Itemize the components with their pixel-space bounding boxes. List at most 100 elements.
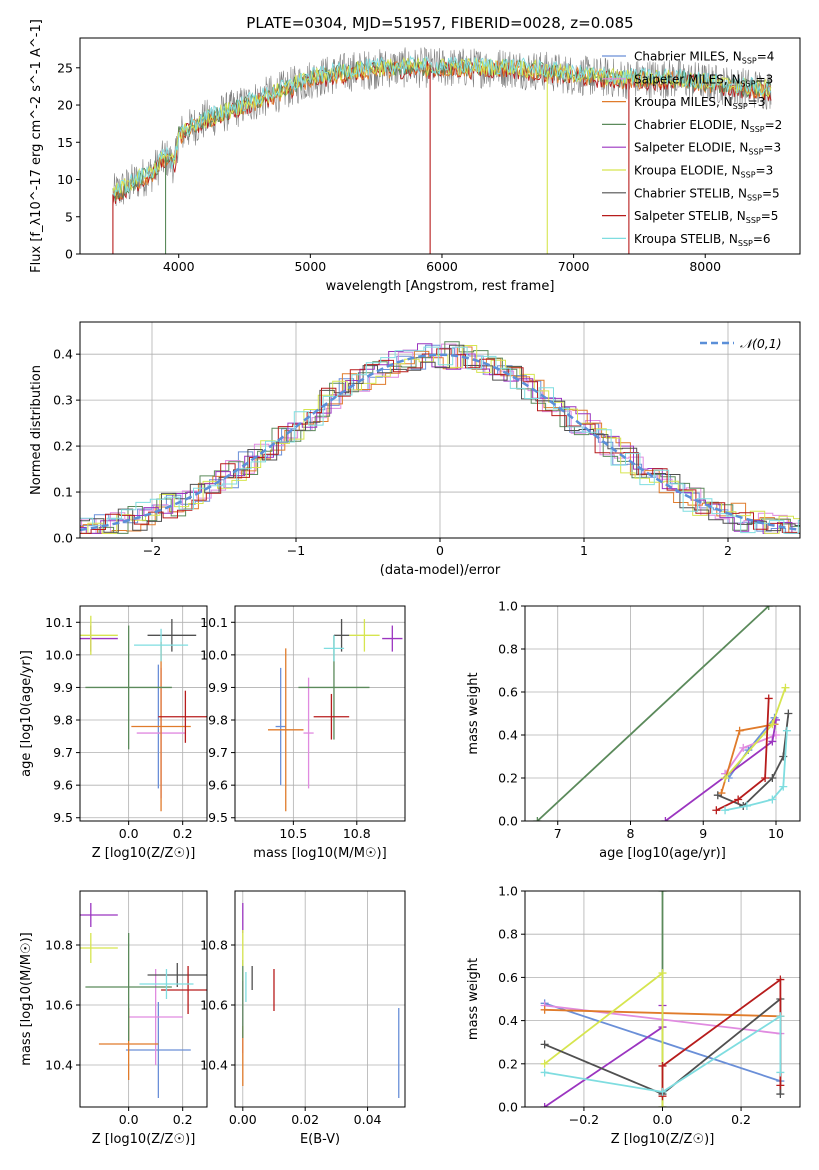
legend-text: Kroupa MILES, N (634, 95, 733, 109)
y-tick-label: 0.2 (498, 771, 518, 786)
y-tick-label: 1.0 (498, 884, 518, 899)
axes-frame (524, 605, 801, 822)
legend-text: Kroupa ELODIE, N (634, 164, 741, 178)
x-axis-label: Z [log10(Z/Z☉)] (92, 1132, 196, 1147)
series-marker-kroupa_elodie (768, 720, 777, 729)
panel-residuals: −2 −1 0 1 2 0.0 0.1 0.2 0.3 0.4 (data-model)/error… (29, 321, 801, 578)
series-marker-chabrier_stelib (768, 774, 777, 782)
series-marker-kroupa_miles (540, 1005, 549, 1014)
y-tick-label: 9.9 (208, 680, 228, 695)
histogram-chabrier_elodie (80, 341, 800, 534)
x-tick-label: 5000 (294, 259, 326, 274)
y-tick-label: 0.6 (498, 685, 518, 700)
panel-age_vs_Z: 0.0 0.2 9.5 9.6 9.7 9.8 9.9 10.0 10.1 Z [log10(Z/… (19, 605, 208, 861)
series-marker-kroupa_elodie (658, 1103, 667, 1107)
legend-entry-kroupa_elodie: Kroupa ELODIE, NSSP=3 (634, 164, 773, 180)
legend-text: =6 (753, 232, 771, 246)
x-tick-label: 0.2 (731, 1112, 751, 1127)
x-tick-label: 8 (627, 826, 635, 841)
y-tick-label: 10.4 (45, 1058, 73, 1073)
series-marker-salpeter_miles (739, 743, 748, 752)
legend-subscript: SSP (748, 148, 763, 157)
y-tick-label: 10.0 (45, 647, 73, 662)
y-tick-label: 15 (57, 135, 73, 150)
plots: 4000 5000 6000 7000 80000510152025wavelength… (19, 19, 801, 1147)
axes-frame (79, 605, 208, 822)
legend-text: Chabrier MILES, N (634, 50, 742, 64)
x-tick-label: −1 (287, 543, 305, 558)
plot-area (540, 891, 785, 1107)
x-tick-label: 10 (768, 826, 784, 841)
legend-text: Chabrier STELIB, N (634, 186, 747, 200)
series-marker-salpeter_elodie (768, 737, 777, 746)
series-marker-kroupa_stelib (782, 726, 791, 735)
legend-text: Salpeter ELODIE, N (634, 141, 748, 155)
x-axis-label: age [log10(age/yr)] (599, 846, 726, 861)
y-tick-label: 10.0 (200, 647, 228, 662)
legend-text: =5 (761, 209, 779, 223)
axes-frame (79, 321, 801, 539)
x-tick-label: 0.2 (173, 1112, 193, 1127)
series-marker-salpeter_elodie (540, 1103, 549, 1107)
x-axis-label: E(B-V) (300, 1132, 340, 1147)
y-tick-label: 10 (57, 172, 73, 187)
y-tick-label: 0.2 (53, 439, 73, 454)
y-tick-label: 9.6 (208, 778, 228, 793)
legend-entry-gaussian: 𝒩(0,1) (740, 336, 782, 351)
series-line-chabrier_elodie (536, 606, 770, 821)
y-tick-label: 9.7 (53, 745, 73, 760)
x-tick-label: 6000 (426, 259, 458, 274)
plot-area (80, 615, 207, 812)
legend-entry-chabrier_miles: Chabrier MILES, NSSP=4 (634, 50, 774, 66)
axes-frame (524, 890, 801, 1108)
histogram-salpeter_stelib (80, 348, 800, 534)
y-tick-label: 0.2 (498, 1056, 518, 1071)
y-tick-label: 9.8 (53, 713, 73, 728)
legend-text: Kroupa STELIB, N (634, 232, 738, 246)
y-axis-label: mass weight (466, 672, 481, 754)
series-marker-salpeter_stelib (776, 975, 785, 984)
legend-text: Salpeter STELIB, N (634, 209, 746, 223)
series-marker-chabrier_stelib (713, 791, 722, 800)
x-tick-label: 2 (724, 543, 732, 558)
y-axis-label: age [log10(age/yr)] (19, 650, 34, 777)
legend-entry-kroupa_stelib: Kroupa STELIB, NSSP=6 (634, 232, 771, 248)
series-marker-kroupa_miles (735, 726, 744, 735)
panel-mass_weight_vs_age: 7 8 9 10 0.0 0.2 0.4 0.6 0.8 1.0 age [log10(age/yr… (466, 599, 801, 861)
x-tick-label: 8000 (689, 259, 721, 274)
series-marker-kroupa_elodie (781, 683, 790, 692)
figure-title: PLATE=0304, MJD=51957, FIBERID=0028, z=0… (246, 14, 633, 32)
x-tick-label: 10.8 (343, 826, 371, 841)
y-tick-label: 9.8 (208, 713, 228, 728)
x-tick-label: 9 (699, 826, 707, 841)
legend-entry-chabrier_stelib: Chabrier STELIB, NSSP=5 (634, 186, 780, 202)
series-marker-kroupa_stelib (742, 801, 751, 810)
y-tick-label: 0.4 (498, 728, 518, 743)
x-tick-label: 0.00 (229, 1112, 257, 1127)
panel-spectrum: 4000 5000 6000 7000 8000 0 5 10 15 20 25 wavelength… (29, 19, 801, 294)
legend-subscript: SSP (733, 102, 748, 111)
x-tick-label: 4000 (163, 259, 195, 274)
x-tick-label: 1 (580, 543, 588, 558)
series-marker-kroupa_stelib (779, 782, 788, 791)
plot-area (267, 619, 403, 812)
y-tick-label: 0.4 (498, 1013, 518, 1028)
x-tick-label: 0.04 (354, 1112, 382, 1127)
legend-text: =3 (756, 164, 774, 178)
x-tick-label: 7 (554, 826, 562, 841)
y-tick-label: 0.4 (53, 347, 73, 362)
legend-text: =5 (762, 186, 780, 200)
x-tick-label: 10.5 (279, 826, 307, 841)
series-marker-kroupa_stelib (776, 1012, 785, 1021)
legend-entry-chabrier_elodie: Chabrier ELODIE, NSSP=2 (634, 118, 782, 134)
legend-text: =3 (756, 72, 774, 86)
histogram-kroupa_miles (80, 346, 800, 534)
plot-area (80, 903, 207, 1098)
x-axis-label: wavelength [Angstrom, rest frame] (326, 279, 555, 294)
model-line-kroupa_stelib (112, 55, 772, 197)
series-marker-chabrier_elodie (658, 891, 667, 895)
series-marker-chabrier_stelib (776, 1090, 785, 1099)
gaussian-curve (80, 353, 800, 532)
plot-area (242, 903, 400, 1098)
y-tick-label: 0.3 (53, 393, 73, 408)
